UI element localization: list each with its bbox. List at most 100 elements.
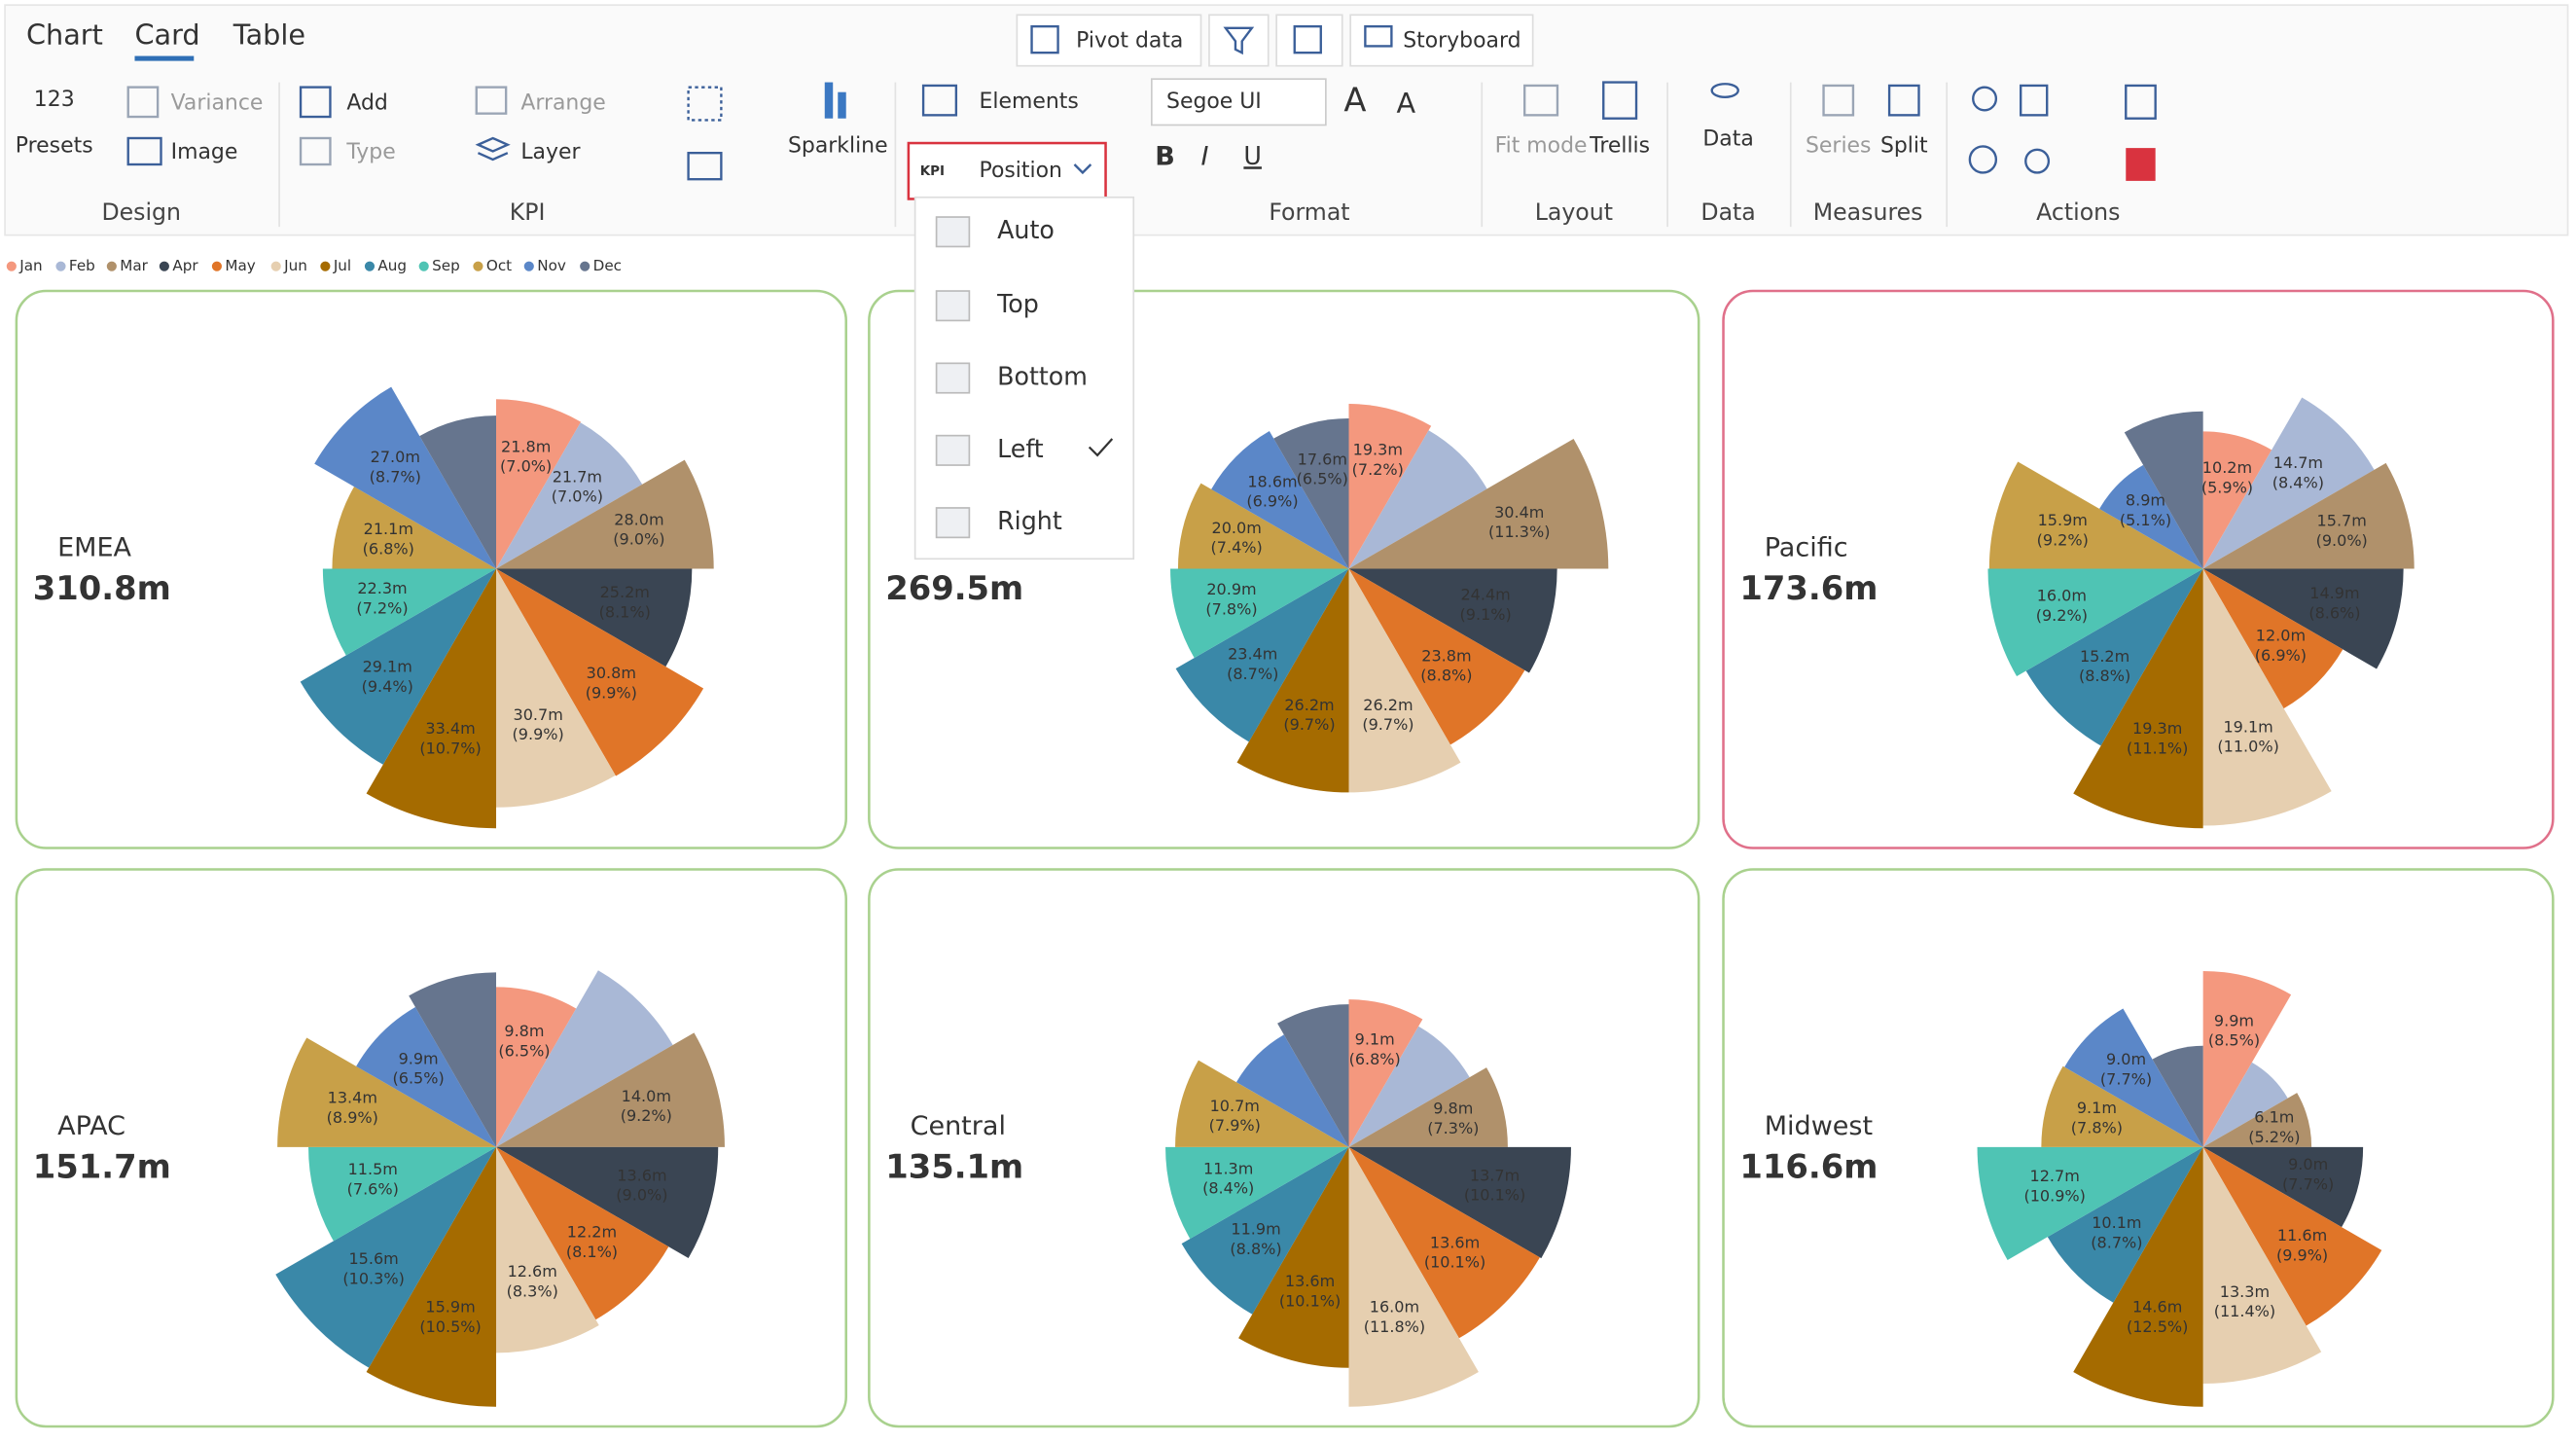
value-label: 9.8m [504,1022,544,1040]
percent-label: (6.5%) [393,1069,445,1088]
button-label[interactable]: Layer [520,140,581,164]
icon [1972,86,1998,112]
wedge [1348,568,1557,673]
wedge [496,1146,669,1320]
legend-dot [418,261,429,271]
value-label: 11.3m [1203,1159,1253,1177]
wedge [496,970,673,1147]
value-label: 13.6m [617,1166,666,1184]
menu-icon [935,362,971,394]
button-label[interactable]: Add [346,91,387,116]
button-label[interactable]: Type [345,140,395,164]
value-label: 30.8m [587,664,636,682]
percent-label: (7.7%) [2282,1174,2334,1193]
card-total: 173.6m [1739,569,1878,607]
legend-dot [473,261,483,271]
position-button[interactable] [907,141,1107,200]
button-label[interactable]: Image [171,140,238,164]
wedge [1238,1146,1349,1368]
button-label[interactable]: Fit mode [1495,133,1588,158]
value-label: 12.7m [2030,1167,2080,1185]
value-label: 13.6m [1285,1272,1335,1290]
value-label: 16.0m [1370,1298,1419,1317]
wedge [1348,404,1432,569]
filter-icon [1223,26,1255,55]
value-label: 17.6m [1298,450,1347,468]
percent-label: (10.9%) [2023,1186,2085,1205]
button[interactable] [1275,14,1343,67]
wedge [366,568,497,829]
icon[interactable]: B [1155,142,1175,172]
legend-dot [523,261,534,271]
button-label[interactable]: Variance [171,91,264,116]
menu-icon [935,216,971,248]
wedge [1235,1034,1349,1147]
button-label[interactable]: Arrange [520,91,605,116]
percent-label: (9.9%) [513,725,564,743]
legend-dot [6,261,17,271]
tab-active[interactable]: Card [134,18,199,51]
button-label[interactable]: Split [1880,133,1928,158]
percent-label: (6.8%) [363,539,414,558]
value-label: 30.7m [514,705,563,724]
button[interactable] [1208,14,1270,67]
button-label[interactable]: Elements [980,90,1079,114]
value-label: 14.7m [2273,453,2323,472]
font-select[interactable] [1150,78,1327,126]
percent-label: (10.7%) [419,739,481,757]
icon [687,86,723,122]
icon[interactable]: A [1396,87,1415,120]
button-label[interactable]: Series [1806,133,1871,158]
icon[interactable]: U [1243,141,1262,170]
percent-label: (6.5%) [498,1042,550,1061]
percent-label: (8.8%) [1230,1240,1281,1258]
presets-icon[interactable]: 123 [34,88,75,112]
card-total: 151.7m [33,1147,171,1185]
percent-label: (8.4%) [1202,1179,1254,1198]
value-label: 9.9m [399,1049,439,1067]
wedge [2202,1146,2322,1384]
value-label: 6.1m [2254,1108,2294,1127]
wedge [2202,462,2415,569]
percent-label: (11.3%) [1488,523,1550,541]
legend-label: Aug [377,257,407,274]
menu-label: Left [997,434,1044,463]
icon [299,86,332,119]
tab[interactable]: Table [233,18,305,51]
icon: KPI [920,163,945,179]
icon[interactable]: I [1200,142,1208,172]
legend-label: Jan [18,257,42,274]
button[interactable] [1349,14,1534,67]
icon [1822,84,1855,117]
value-label: 11.9m [1231,1220,1280,1239]
percent-label: (7.3%) [1427,1119,1479,1137]
wedge [496,422,643,569]
wedge [275,1146,497,1368]
button-label[interactable]: Data [1702,127,1753,152]
tab[interactable]: Chart [26,18,103,51]
icon [1364,24,1393,48]
percent-label: (8.8%) [2079,667,2130,685]
button-label[interactable]: Sparkline [788,133,888,158]
wedge [1348,430,1487,569]
value-label: 14.6m [2132,1298,2182,1317]
icon [475,136,511,162]
wedge [2064,1008,2203,1147]
pdf-icon [2126,148,2156,181]
icon[interactable]: A [1343,81,1366,119]
value-label: 20.0m [1212,519,1262,537]
wedge [2047,1146,2203,1303]
button-label[interactable]: Presets [16,133,93,158]
wedge [2025,568,2203,746]
value-label: 18.6m [1247,472,1297,490]
button[interactable] [1016,14,1202,67]
wedge [1277,1004,1349,1147]
button-label[interactable]: Trellis [1589,133,1650,158]
percent-label: (7.2%) [356,598,408,617]
card-title: APAC [57,1111,125,1141]
legend-label: May [225,257,255,274]
group-label: Measures [1813,198,1923,226]
menu-icon [935,434,971,466]
